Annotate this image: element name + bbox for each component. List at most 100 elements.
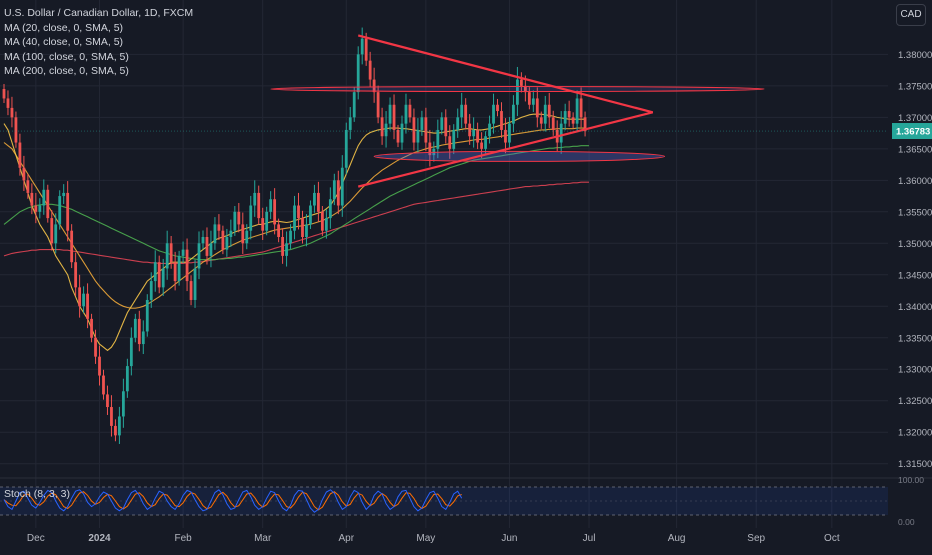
ma200-legend[interactable]: MA (200, close, 0, SMA, 5) [4, 65, 129, 77]
price-tick-label: 1.34000 [898, 302, 932, 313]
candle-body [201, 237, 205, 244]
price-tick-label: 1.35500 [898, 207, 932, 218]
candle-body [543, 104, 547, 124]
candle-body [46, 189, 50, 219]
price-tick-label: 1.34500 [898, 270, 932, 281]
stochastic-pane: 100.00 0.00 [0, 475, 932, 527]
candle-body [336, 180, 340, 206]
candle-body [205, 237, 209, 256]
candle-body [173, 262, 177, 282]
candle-body [82, 293, 85, 307]
candle-body [488, 123, 491, 137]
candle-body [62, 192, 66, 197]
candle-body [563, 111, 567, 124]
candle-body [114, 425, 117, 436]
pattern-annotations [270, 34, 765, 188]
currency-button[interactable]: CAD [896, 4, 926, 26]
candle-body [496, 104, 499, 112]
candle-body [547, 104, 551, 118]
candle-body [456, 117, 460, 130]
candle-body [137, 318, 141, 345]
candle-body [508, 123, 511, 143]
candle-body [34, 205, 38, 212]
price-tick-label: 1.38000 [898, 50, 932, 61]
candle-body [372, 79, 376, 93]
candle-body [476, 129, 480, 143]
candle-body [245, 230, 249, 244]
stoch-k-line [3, 489, 463, 513]
price-tick-label: 1.37500 [898, 81, 932, 92]
candle-body [384, 123, 388, 137]
candle-body [531, 98, 535, 105]
stoch-legend[interactable]: Stoch (8, 3, 3) [4, 488, 70, 500]
candle-body [352, 92, 356, 118]
candle-body [468, 123, 472, 137]
time-tick-label: Aug [668, 533, 686, 544]
ma20-legend[interactable]: MA (20, close, 0, SMA, 5) [4, 21, 124, 34]
time-tick-label: Oct [824, 533, 840, 544]
candle-body [185, 249, 189, 282]
candle-body [428, 142, 432, 156]
candle-body [332, 180, 336, 200]
time-tick-label: Mar [254, 533, 272, 544]
symmetrical-triangle [357, 34, 654, 188]
candle-body [257, 192, 261, 219]
price-tick-label: 1.36000 [898, 176, 932, 187]
candle-body [512, 104, 515, 124]
candle-body [38, 205, 42, 212]
time-tick-label: Jul [583, 533, 596, 544]
symbol-title[interactable]: U.S. Dollar / Canadian Dollar, 1D, FXCM [4, 7, 194, 19]
candle-body [197, 243, 201, 269]
candle-body [94, 337, 97, 357]
candle-body [233, 211, 237, 231]
candle-body [273, 199, 277, 225]
candle-body [396, 129, 400, 143]
stoch-d-line [3, 491, 462, 511]
candle-body [221, 230, 225, 250]
ma100-legend[interactable]: MA (100, close, 0, SMA, 5) [4, 50, 129, 63]
candle-body [516, 79, 519, 105]
candle-body [344, 129, 348, 168]
grid [0, 0, 888, 528]
candle-body [535, 98, 539, 118]
candle-body [26, 180, 30, 193]
price-axis[interactable]: 1.38000 1.37500 1.37000 1.36500 1.36000 1.355… [0, 50, 932, 470]
candle-body [452, 129, 456, 149]
candle-body [293, 205, 296, 231]
candle-body [121, 391, 125, 417]
candle-body [145, 299, 149, 332]
candle-body [484, 136, 487, 149]
candle-body [448, 136, 452, 149]
price-tick-label: 1.35000 [898, 239, 932, 250]
candle-body [408, 104, 412, 118]
stoch-scale-bottom: 0.00 [898, 517, 915, 527]
ma100-line [3, 145, 589, 261]
candle-body [217, 224, 221, 231]
time-tick-label: Sep [747, 533, 765, 544]
candle-body [575, 98, 579, 124]
candle-body [58, 196, 62, 225]
chart-legend: U.S. Dollar / Canadian Dollar, 1D, FXCM … [4, 6, 193, 79]
time-tick-label: Feb [174, 533, 192, 544]
candle-body [500, 111, 503, 130]
time-tick-label: Jun [501, 533, 517, 544]
candle-body [165, 243, 169, 269]
candle-body [10, 107, 14, 118]
candle-body [78, 287, 82, 307]
candle-body [527, 92, 531, 105]
time-axis[interactable]: Dec 2024 Feb Mar Apr May Jun Jul Aug Sep Oct [0, 528, 932, 550]
candle-body [265, 211, 269, 231]
price-tick-label: 1.32500 [898, 396, 932, 407]
candle-body [209, 243, 213, 256]
candle-body [424, 117, 428, 143]
candle-body [225, 237, 229, 250]
candle-body [313, 192, 316, 206]
candle-body [567, 111, 571, 118]
candle-body [309, 205, 312, 225]
ma40-legend[interactable]: MA (40, close, 0, SMA, 5) [4, 36, 124, 48]
candle-body [129, 337, 133, 367]
candle-body [229, 230, 233, 237]
time-tick-label: Apr [338, 533, 354, 544]
